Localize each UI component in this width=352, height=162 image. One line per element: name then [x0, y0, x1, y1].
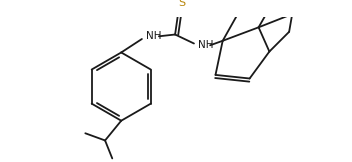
Text: NH: NH	[197, 40, 213, 50]
Text: NH: NH	[146, 31, 162, 41]
Text: S: S	[178, 0, 185, 8]
